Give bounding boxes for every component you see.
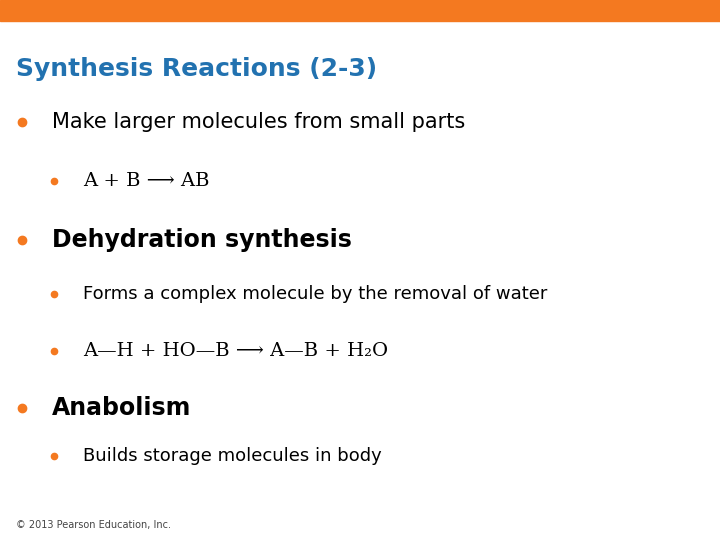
Text: A—H + HO—B ⟶ A—B + H₂O: A—H + HO—B ⟶ A—B + H₂O: [83, 342, 388, 360]
Text: Dehydration synthesis: Dehydration synthesis: [52, 228, 351, 252]
Text: A + B ⟶ AB: A + B ⟶ AB: [83, 172, 210, 190]
Text: Forms a complex molecule by the removal of water: Forms a complex molecule by the removal …: [83, 285, 547, 303]
Text: © 2013 Pearson Education, Inc.: © 2013 Pearson Education, Inc.: [16, 520, 171, 530]
Text: Anabolism: Anabolism: [52, 396, 192, 420]
Text: Builds storage molecules in body: Builds storage molecules in body: [83, 447, 382, 465]
FancyBboxPatch shape: [0, 0, 720, 21]
Text: Make larger molecules from small parts: Make larger molecules from small parts: [52, 111, 465, 132]
Text: Synthesis Reactions (2-3): Synthesis Reactions (2-3): [16, 57, 377, 80]
